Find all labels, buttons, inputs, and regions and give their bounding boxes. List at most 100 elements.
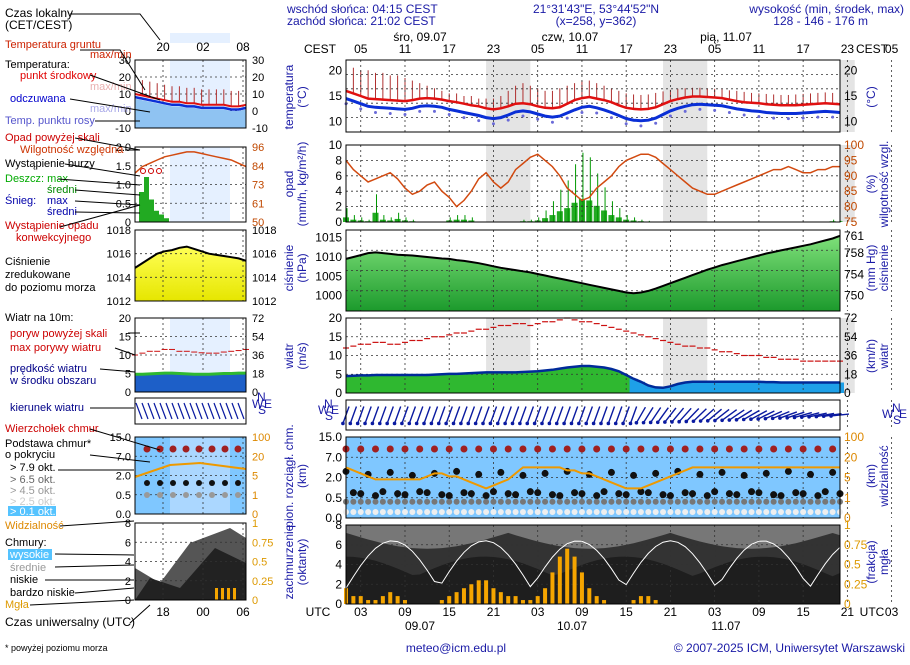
cloud-base-dot [372, 492, 379, 499]
mini-pressure-tick: 1012 [107, 296, 131, 308]
legend-pressure-l2: zredukowane [5, 269, 70, 281]
cloud-base-dot [741, 472, 748, 479]
mini-pressure-tick: 1016 [107, 249, 131, 261]
cloud-base-dot-mid [439, 499, 445, 505]
precip-tick: 8 [335, 153, 342, 167]
cloud-base-dot [814, 492, 821, 499]
cloud-base-dot-mid [675, 499, 681, 505]
local-tick-08: 08 [236, 40, 250, 54]
cloud-base-dot-low [409, 509, 415, 515]
cloud-base-dot-low [697, 509, 703, 515]
cloud-top-dot [505, 446, 512, 453]
tz-bottom-right: UTC [860, 605, 885, 619]
wind-arrow-head [466, 422, 470, 426]
precip-bar [564, 208, 570, 222]
wind-arrow-head [656, 420, 660, 424]
cloud-base-dot [645, 489, 652, 496]
mini-cloud-base-dot [157, 480, 163, 486]
cloud-top-dot [711, 446, 718, 453]
wind-arrow-head [570, 422, 574, 426]
mini-cloudbase-tick: 100 [252, 432, 270, 444]
cloud-base-dot-mid [741, 499, 747, 505]
utc-tick-label: 21 [664, 605, 678, 619]
cover-tick: 4 [335, 558, 342, 572]
cloud-base-dot [424, 489, 431, 496]
wind-tick: 10 [329, 349, 343, 363]
mini-cloud-base-dot [183, 480, 189, 486]
cloud-base-dot [800, 490, 807, 497]
cloud-base-dot-low [808, 509, 814, 515]
wind-kmh-tick: 72 [844, 311, 858, 325]
wind-arrow-head [720, 418, 724, 422]
cloud-base-dot [416, 488, 423, 495]
cloud-base-dot-low [793, 509, 799, 515]
utc-tick-label: 15 [443, 605, 457, 619]
mini-cloudbase-tick: 20 [252, 451, 264, 463]
mini-cloud-top-dot [183, 446, 190, 453]
cloud-base-dot-low [579, 509, 585, 515]
fog-bar [602, 600, 606, 604]
cloud-base-dot-mid [417, 499, 423, 505]
mini-fog-bar [233, 588, 236, 600]
cloud-base-dot [785, 468, 792, 475]
mini-precip-bar [154, 211, 159, 222]
mini-precip-tick: 84 [252, 161, 264, 173]
wind-arrow-head [764, 417, 768, 421]
fog-bar [484, 580, 488, 604]
legend-pressure-l3: do poziomu morza [5, 282, 96, 294]
fog-bar [447, 596, 451, 604]
cloud-base-dot-mid [549, 499, 555, 505]
utc-tick-label: 03 [885, 605, 899, 619]
cloud-base-dot [615, 490, 622, 497]
wind-arrow-head [481, 422, 485, 426]
cloud-top-dot [814, 446, 821, 453]
precip-bar [594, 206, 600, 222]
cloud-base-dot [379, 488, 386, 495]
mini-fog-bar [227, 588, 230, 600]
sunset-text: zachód słońca: 21:02 CEST [287, 14, 436, 28]
wind-tick: 0 [335, 386, 342, 400]
wind-arrow-head [592, 422, 596, 426]
fog-bar [565, 549, 569, 604]
cloud-base-dot-low [365, 509, 371, 515]
legend-snow-mean: średni [47, 206, 77, 218]
cloud-base-dot-low [557, 509, 563, 515]
mini-precip-bar [144, 177, 149, 222]
cover-tick: 0 [335, 597, 342, 611]
cloud-top-dot [460, 446, 467, 453]
raxis-pressure-label: ciśnienie [877, 244, 891, 291]
mini-precip-tick: 1.0 [116, 180, 131, 192]
fog-bar [632, 600, 636, 604]
cloud-base-dot [357, 490, 364, 497]
contact-email[interactable]: meteo@icm.edu.pl [406, 641, 506, 655]
fog-bar [440, 600, 444, 604]
cloud-base-dot-low [490, 509, 496, 515]
cloud-base-dot [792, 489, 799, 496]
cloud-base-dot-mid [645, 499, 651, 505]
wind-arrow-head [807, 415, 811, 419]
mini-wind-tick: 54 [252, 332, 264, 344]
cloud-base-dot-mid [454, 499, 460, 505]
cloud-base-dot [519, 472, 526, 479]
mini-winddir-panel [135, 398, 246, 424]
wind-kmh-tick: 36 [844, 349, 858, 363]
cloud-base-dot-mid [749, 499, 755, 505]
cloud-base-dot-low [586, 509, 592, 515]
cloud-base-dot [556, 492, 563, 499]
dewpoint-dot [713, 109, 716, 112]
mini-cloud-base-dot-mid [209, 492, 215, 498]
cloudbase-tick: 0.5 [325, 491, 342, 505]
cloud-base-dot [630, 472, 637, 479]
legend-wind-title: Wiatr na 10m: [5, 312, 73, 324]
wind-arrow-head [642, 421, 646, 425]
legend-wind-speed: prędkość wiatru [10, 363, 87, 375]
wind-tick: 15 [329, 330, 343, 344]
cloud-base-dot-mid [623, 499, 629, 505]
humidity-tick: 100 [844, 138, 864, 152]
dewpoint-dot [654, 122, 657, 125]
cloud-base-dot-low [704, 509, 710, 515]
cloud-base-dot-low [741, 509, 747, 515]
cloud-base-dot-low [549, 509, 555, 515]
mini-pressure-tick: 1014 [252, 272, 276, 284]
